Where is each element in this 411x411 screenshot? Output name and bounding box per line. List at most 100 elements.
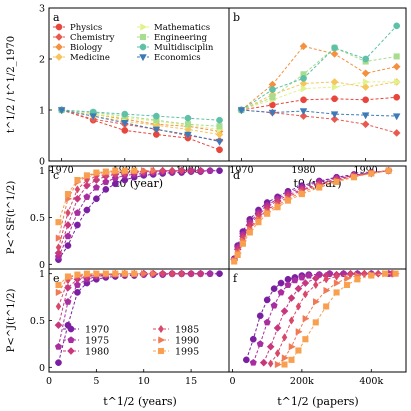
panel-label: a — [53, 11, 60, 24]
data-point — [288, 343, 296, 351]
legend-label: 1975 — [85, 336, 109, 347]
legend-label: 1990 — [175, 336, 199, 347]
data-point — [256, 312, 264, 320]
data-point — [178, 269, 185, 278]
series-f-1980 — [259, 269, 397, 367]
data-point — [277, 288, 285, 296]
panel-label: c — [53, 169, 59, 182]
data-point — [159, 269, 166, 278]
panel-e: e00.510 5 10 15P<^J(t^1/2) 19701975198019851… — [6, 268, 230, 387]
data-point — [393, 53, 400, 60]
series-f-1985 — [267, 269, 395, 368]
panel-d: d — [228, 165, 407, 270]
legend-label: 1970 — [85, 325, 109, 336]
legend-marker — [67, 325, 75, 333]
data-point — [344, 274, 352, 283]
series-line — [241, 109, 397, 117]
data-point — [298, 191, 305, 198]
y-axis-label: P<^J(t^1/2) — [6, 289, 17, 353]
data-point — [284, 281, 292, 288]
data-point — [300, 75, 307, 82]
data-point — [301, 279, 310, 287]
data-point — [234, 251, 241, 258]
data-point — [187, 166, 196, 175]
data-point — [102, 270, 109, 277]
y-tick-label: 1 — [39, 269, 45, 280]
data-point — [302, 314, 310, 323]
data-point — [299, 108, 308, 116]
data-point — [141, 270, 148, 278]
data-point — [216, 116, 223, 124]
data-point — [74, 271, 81, 278]
data-point — [152, 126, 161, 134]
data-point — [73, 194, 82, 203]
data-point — [169, 166, 175, 175]
x-tick-label: 1970 — [229, 165, 253, 176]
data-point — [102, 186, 110, 193]
panel-a: a0123197019801990t0 (year)t^1/2 / t^1/2_… — [6, 4, 230, 190]
legend-label: Economics — [154, 53, 201, 63]
legend-marker — [158, 324, 164, 334]
data-point — [64, 242, 72, 249]
y-tick-label: 1 — [39, 166, 45, 177]
data-point — [331, 83, 339, 91]
data-point — [295, 347, 302, 354]
data-point — [55, 302, 62, 311]
data-point — [330, 115, 339, 124]
legend-label: 1985 — [175, 325, 199, 336]
data-point — [120, 120, 129, 127]
data-point — [74, 289, 81, 296]
data-point — [64, 221, 72, 229]
panel-label: e — [53, 272, 60, 285]
data-point — [102, 178, 110, 185]
series-line — [263, 273, 393, 363]
data-point — [277, 279, 285, 287]
data-point — [264, 210, 271, 217]
series-a-Multidisciplin — [58, 106, 223, 124]
data-point — [178, 166, 185, 175]
axes-frame — [228, 268, 407, 373]
data-point — [73, 209, 81, 216]
data-point — [333, 178, 340, 185]
y-tick-label: 2 — [39, 55, 45, 66]
x-tick-label: 15 — [185, 376, 197, 387]
data-point — [74, 221, 81, 229]
series-line — [241, 81, 397, 111]
data-point — [284, 197, 292, 204]
legend-marker — [139, 43, 147, 51]
series-line — [241, 25, 398, 111]
y-tick-label: 1 — [39, 106, 45, 117]
data-point — [362, 55, 369, 63]
data-point — [274, 204, 281, 211]
data-point — [255, 219, 262, 226]
data-point — [385, 167, 392, 174]
y-tick-label: 0 — [39, 157, 45, 168]
data-point — [281, 361, 288, 368]
data-point — [55, 234, 63, 242]
data-point — [184, 114, 192, 122]
x-tick-label: 1980 — [291, 165, 315, 176]
data-point — [82, 181, 91, 190]
data-point — [89, 113, 98, 121]
data-point — [121, 167, 128, 174]
data-point — [159, 166, 166, 175]
data-point — [323, 303, 330, 310]
data-point — [237, 107, 246, 115]
data-point — [295, 302, 302, 311]
data-point — [274, 349, 281, 358]
data-point — [299, 42, 308, 51]
data-point — [259, 358, 268, 367]
data-point — [291, 276, 299, 284]
data-point — [112, 167, 119, 174]
data-point — [112, 270, 119, 277]
series-b-Physics — [238, 93, 401, 114]
legend-label: Medicine — [70, 53, 110, 63]
series-line — [61, 109, 220, 132]
y-tick-label: 0 — [39, 363, 45, 374]
series-line — [61, 109, 220, 135]
y-tick-label: 3 — [39, 4, 45, 15]
data-point — [55, 219, 62, 226]
data-point — [102, 168, 109, 175]
